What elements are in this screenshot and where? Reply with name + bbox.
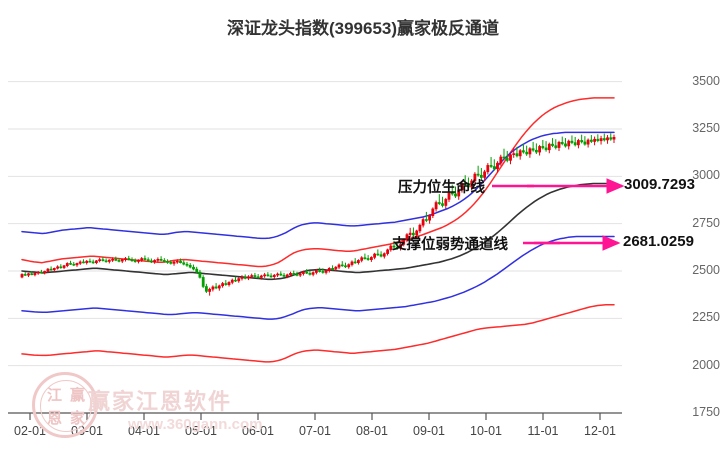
seal-char-3: 恩 bbox=[46, 410, 62, 427]
y-axis-tick: 2000 bbox=[692, 357, 720, 372]
y-axis-tick: 3250 bbox=[692, 121, 720, 135]
x-axis-tick: 08-01 bbox=[356, 424, 388, 438]
seal-characters: 江 赢 恩 家 bbox=[43, 383, 89, 429]
annotation-resistance-value: 3009.7293 bbox=[624, 176, 695, 193]
x-axis-tick: 06-01 bbox=[242, 424, 274, 438]
x-axis-tick: 11-01 bbox=[527, 424, 559, 438]
x-axis-tick: 12-01 bbox=[584, 424, 616, 438]
annotation-support-label: 支撑位弱势通道线 bbox=[392, 237, 508, 253]
watermark-brand: 赢家江恩软件 bbox=[88, 389, 233, 414]
y-axis-tick: 3000 bbox=[692, 168, 720, 183]
x-axis-tick: 05-01 bbox=[185, 424, 217, 438]
annotation-resistance-label: 压力位生命线 bbox=[398, 180, 485, 196]
x-axis-tick: 02-01 bbox=[14, 424, 46, 438]
y-axis-tick: 2250 bbox=[692, 310, 720, 325]
annotation-support-value: 2681.0259 bbox=[623, 233, 694, 250]
x-axis-tick: 10-01 bbox=[470, 424, 502, 438]
page-title: 深证龙头指数(399653)赢家极反通道 bbox=[226, 19, 500, 38]
watermark-url: www.360gann.com bbox=[128, 416, 263, 433]
y-axis-tick: 2750 bbox=[692, 215, 720, 230]
y-axis-tick: 1750 bbox=[692, 405, 720, 419]
seal-char-2: 赢 bbox=[69, 387, 85, 404]
y-axis-tick: 3500 bbox=[692, 73, 720, 88]
y-axis-tick: 2500 bbox=[692, 263, 720, 277]
x-axis-tick: 09-01 bbox=[413, 424, 445, 438]
seal-char-1: 江 bbox=[46, 387, 62, 404]
x-axis-tick: 07-01 bbox=[299, 424, 331, 438]
seal-inner-ring bbox=[40, 380, 92, 432]
x-axis-tick: 04-01 bbox=[128, 424, 160, 438]
seal-char-4: 家 bbox=[69, 410, 85, 427]
watermark-seal-icon: 江 赢 恩 家 bbox=[32, 372, 98, 438]
